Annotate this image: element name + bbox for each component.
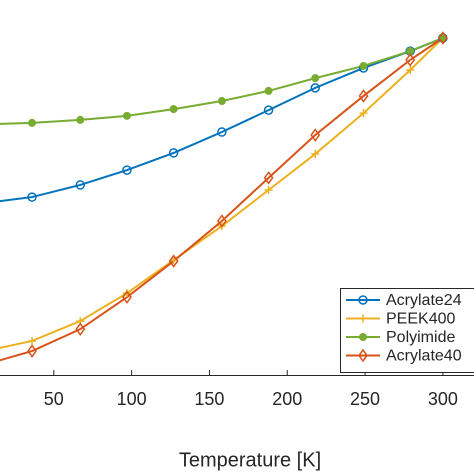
plot-area <box>0 31 448 362</box>
marker <box>27 344 37 358</box>
series-line <box>0 37 444 125</box>
marker <box>264 86 273 95</box>
marker <box>405 53 416 67</box>
marker <box>27 192 37 202</box>
axes: 50 100 150 200 250 300 <box>44 370 458 409</box>
marker <box>406 66 415 75</box>
marker <box>216 214 227 228</box>
marker <box>437 31 448 45</box>
marker <box>122 290 132 304</box>
legend-marker <box>358 295 368 305</box>
legend-marker <box>358 348 368 363</box>
legend-label: Polyimide <box>386 329 455 346</box>
x-tick-label: 150 <box>194 389 224 409</box>
marker <box>310 128 321 142</box>
x-tick-label: 300 <box>428 389 458 409</box>
marker <box>263 171 274 185</box>
x-tick-label: 50 <box>44 389 64 409</box>
marker <box>358 89 369 103</box>
marker <box>263 105 274 115</box>
marker <box>28 336 37 345</box>
marker <box>359 109 368 118</box>
series-line <box>0 37 444 203</box>
legend-marker <box>359 333 367 341</box>
x-tick-label: 100 <box>117 389 147 409</box>
marker <box>28 118 37 127</box>
marker <box>217 127 227 137</box>
marker <box>264 185 273 194</box>
marker <box>75 180 86 190</box>
marker <box>217 97 226 106</box>
legend-box <box>340 288 474 373</box>
marker <box>310 83 321 93</box>
legend-label: Acrylate24 <box>386 292 462 309</box>
marker <box>311 74 320 83</box>
marker <box>76 115 85 124</box>
x-tick-label: 200 <box>272 389 302 409</box>
marker <box>168 148 179 158</box>
x-axis-label: Temperature [K] <box>179 449 321 471</box>
marker <box>359 61 368 70</box>
marker <box>169 105 178 114</box>
marker <box>122 111 131 120</box>
legend-marker <box>359 314 367 323</box>
legend-label: Acrylate40 <box>386 348 462 365</box>
marker <box>168 254 179 268</box>
x-tick-label: 250 <box>350 389 380 409</box>
series-line <box>0 37 444 362</box>
marker <box>311 149 320 158</box>
legend-label: PEEK400 <box>386 311 455 328</box>
marker <box>75 322 86 336</box>
marker <box>122 165 132 175</box>
